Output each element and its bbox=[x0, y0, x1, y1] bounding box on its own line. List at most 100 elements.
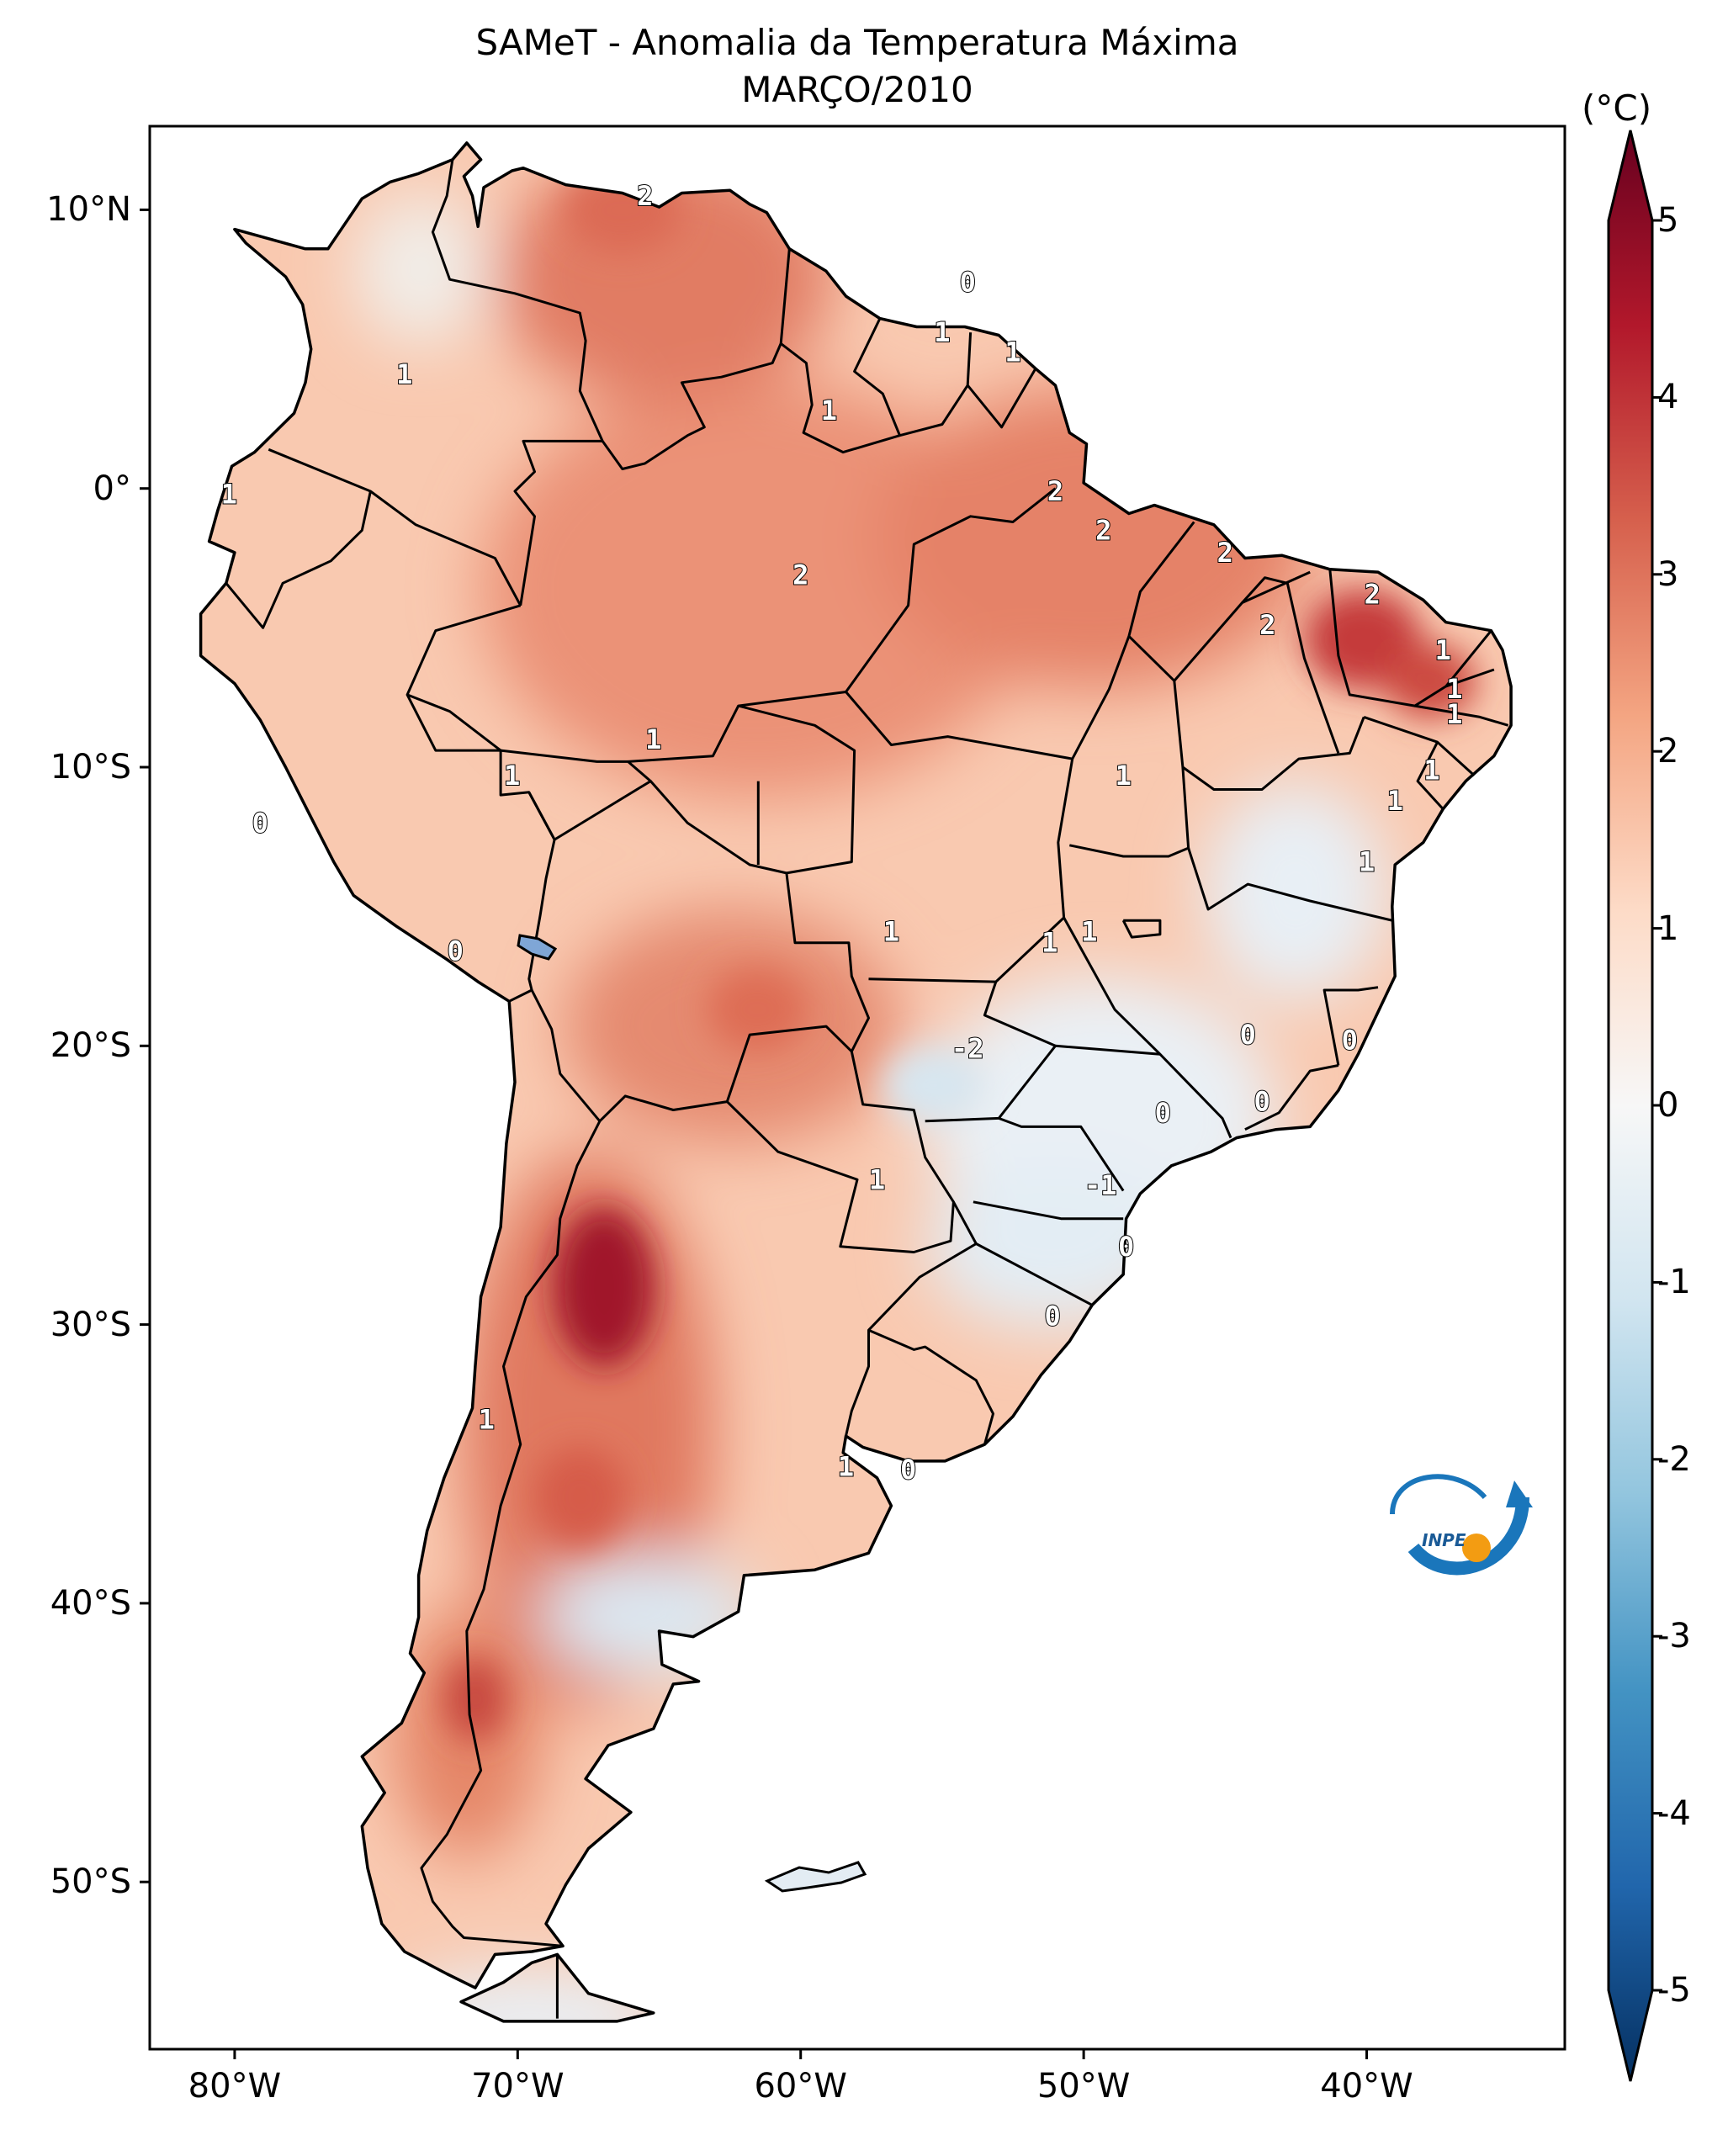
contour-label: 2 bbox=[1095, 514, 1111, 546]
contour-label: 1 bbox=[479, 1403, 495, 1435]
border-line bbox=[853, 317, 901, 437]
colorbar-tick-label: -5 bbox=[1657, 1971, 1691, 2010]
colorbar-tick-label: 1 bbox=[1657, 908, 1679, 948]
border-line bbox=[738, 704, 856, 875]
contour-label: 0 bbox=[1240, 1019, 1256, 1051]
y-tick-label: 40°S bbox=[50, 1583, 131, 1623]
anomaly-hotspot-bolivia bbox=[707, 967, 808, 1052]
anomaly-field bbox=[353, 151, 1476, 2021]
contour-label: 1 bbox=[1446, 698, 1462, 730]
border-line bbox=[780, 332, 973, 454]
contour-label: 1 bbox=[504, 760, 520, 792]
y-tick-label: 0° bbox=[93, 469, 131, 508]
contour-label: 2 bbox=[1365, 579, 1381, 611]
colorbar-gradient bbox=[1607, 130, 1654, 2082]
x-tick-label: 60°W bbox=[754, 2067, 847, 2106]
border-line bbox=[1187, 847, 1393, 922]
contour-label: 2 bbox=[1047, 475, 1063, 507]
contour-label: 1 bbox=[1004, 336, 1020, 368]
x-tick-label: 70°W bbox=[471, 2067, 565, 2106]
contour-label: 0 bbox=[448, 935, 464, 967]
contour-label: 1 bbox=[1423, 754, 1439, 786]
border-line bbox=[601, 248, 791, 470]
border-line bbox=[268, 448, 522, 607]
anomaly-cool-ms bbox=[883, 1047, 984, 1123]
border-line bbox=[845, 487, 1057, 693]
x-tick-label: 50°W bbox=[1036, 2067, 1131, 2106]
border-line bbox=[867, 1328, 994, 1445]
anomaly-hotspot-ne2 bbox=[1384, 644, 1476, 719]
border-line bbox=[513, 439, 603, 607]
border-line bbox=[1323, 986, 1379, 1066]
contour-label: 1 bbox=[645, 723, 661, 755]
axis-ticks bbox=[140, 208, 1369, 2059]
contour-label: 1 bbox=[396, 358, 412, 390]
contour-label: -1 bbox=[1084, 1169, 1117, 1201]
border-line bbox=[1414, 704, 1509, 727]
inpe-logo-text: INPE bbox=[1422, 1530, 1466, 1550]
border-line bbox=[1241, 576, 1340, 754]
contour-label: 0 bbox=[1044, 1300, 1060, 1332]
border-line bbox=[1445, 668, 1495, 688]
colorbar-tick-label: -2 bbox=[1657, 1439, 1691, 1479]
border-line bbox=[973, 1200, 1124, 1221]
contour-label: 1 bbox=[1359, 846, 1375, 878]
coastline bbox=[199, 141, 1513, 2023]
contour-label: 2 bbox=[1217, 537, 1233, 569]
colorbar-tick-label: -1 bbox=[1657, 1263, 1691, 1302]
contour-label: 0 bbox=[960, 267, 976, 299]
y-tick-label: 10°S bbox=[50, 748, 131, 787]
contour-label: 2 bbox=[637, 180, 653, 212]
contour-label: 0 bbox=[1155, 1097, 1171, 1129]
border-line bbox=[1244, 1064, 1339, 1131]
border-line bbox=[406, 693, 502, 752]
colorbar-tick-label: 5 bbox=[1657, 201, 1679, 240]
inpe-logo: INPE bbox=[1390, 1474, 1533, 1576]
border-line bbox=[1055, 1044, 1161, 1056]
border-line bbox=[225, 490, 372, 629]
contour-label: 1 bbox=[1387, 785, 1403, 817]
border-line bbox=[1328, 569, 1492, 707]
country-borders bbox=[225, 159, 1509, 2019]
map-subtitle: MARÇO/2010 bbox=[741, 69, 973, 110]
colorbar-tick-label: 4 bbox=[1657, 378, 1679, 417]
contour-label: 1 bbox=[838, 1451, 854, 1483]
anomaly-hotspot-argentina bbox=[554, 1207, 655, 1367]
contour-label: 2 bbox=[792, 559, 808, 591]
contour-label: 2 bbox=[1259, 609, 1275, 641]
x-tick-label: 40°W bbox=[1320, 2067, 1413, 2106]
plot-frame bbox=[148, 124, 1566, 2051]
contour-label: 0 bbox=[1118, 1231, 1134, 1263]
border-line bbox=[1416, 741, 1444, 810]
colorbar-tick-label: -4 bbox=[1657, 1793, 1691, 1833]
border-line bbox=[967, 368, 1037, 429]
border-line bbox=[726, 1051, 955, 1253]
border-line bbox=[527, 780, 870, 1123]
y-tick-label: 50°S bbox=[50, 1862, 131, 1902]
colorbar-unit: (°C) bbox=[1582, 87, 1652, 129]
border-line bbox=[431, 159, 604, 442]
contour-label: 1 bbox=[883, 916, 899, 948]
contour-label: 1 bbox=[221, 478, 237, 510]
anomaly-colombia bbox=[353, 193, 488, 345]
x-tick-label: 80°W bbox=[188, 2067, 282, 2106]
colorbar-tick-label: 3 bbox=[1657, 554, 1679, 594]
anomaly-hotspot-chile bbox=[443, 1657, 507, 1741]
anomaly-hotspot-arg2 bbox=[534, 1447, 627, 1548]
contour-label: 1 bbox=[1116, 760, 1132, 792]
falklands-island bbox=[764, 1861, 867, 1893]
contour-label: 1 bbox=[1446, 673, 1462, 705]
contour-label: 1 bbox=[821, 395, 837, 426]
anomaly-bahia bbox=[1203, 782, 1388, 1001]
contour-label: 0 bbox=[1342, 1025, 1358, 1057]
lake-titicaca bbox=[517, 934, 558, 961]
map-title: SAMeT - Anomalia da Temperatura Máxima bbox=[475, 22, 1239, 63]
contour-label: 0 bbox=[900, 1454, 916, 1486]
contour-label: 1 bbox=[869, 1163, 885, 1195]
border-line bbox=[983, 758, 1074, 1047]
contour-label: 0 bbox=[1254, 1086, 1269, 1118]
contour-label: -2 bbox=[951, 1033, 984, 1065]
colorbar-tick-label: -3 bbox=[1657, 1617, 1691, 1656]
